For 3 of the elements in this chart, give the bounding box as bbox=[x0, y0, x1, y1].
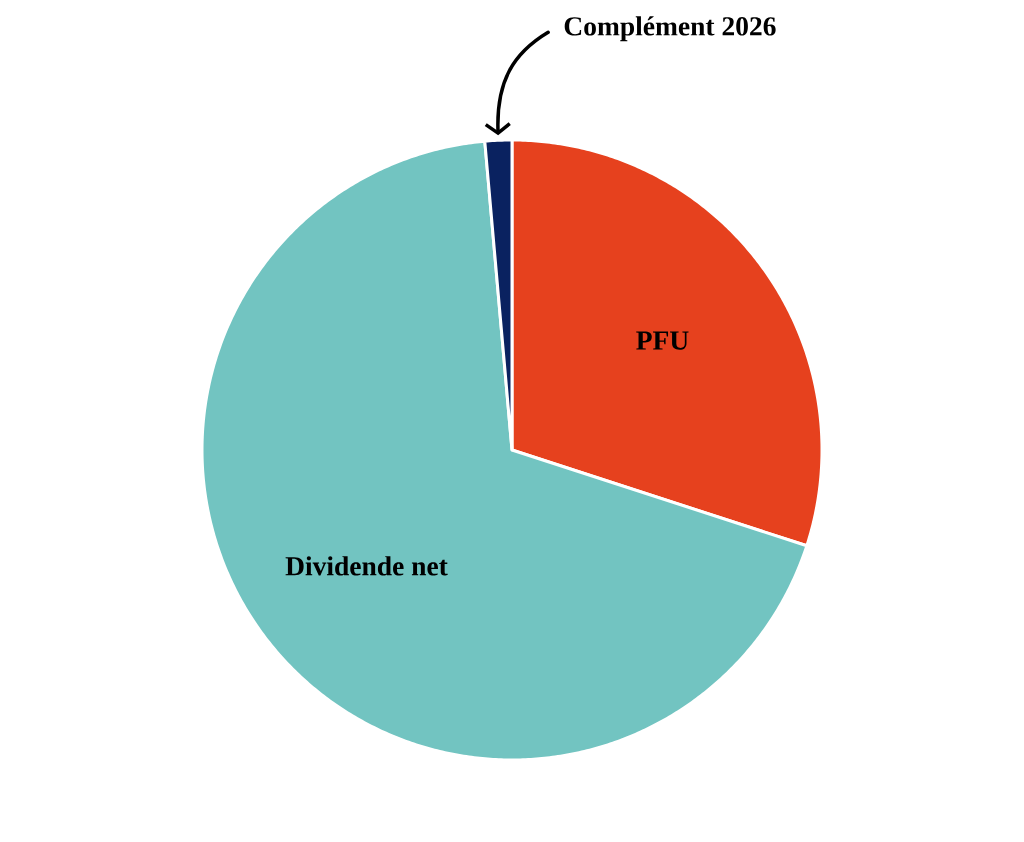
slice-label: PFU bbox=[636, 331, 689, 350]
slice-label: Complément 2026 bbox=[564, 16, 776, 42]
slice-label: Dividende net bbox=[285, 556, 448, 576]
